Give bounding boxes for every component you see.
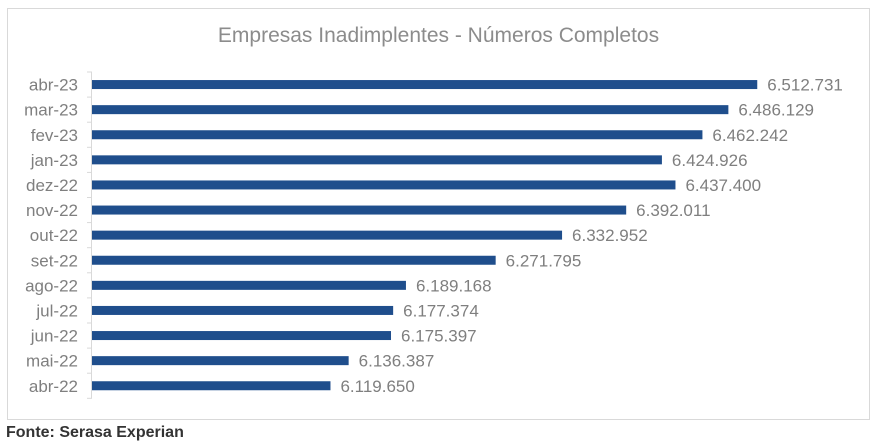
data-label: 6.119.650 <box>340 377 414 396</box>
bar <box>92 105 729 115</box>
data-label: 6.175.397 <box>401 327 477 346</box>
category-label: abr-23 <box>29 76 78 95</box>
data-label: 6.392.011 <box>636 201 710 220</box>
category-label: jun-22 <box>30 327 78 346</box>
bar <box>92 280 406 290</box>
bar <box>92 305 394 315</box>
bar <box>92 331 392 341</box>
chart-title: Empresas Inadimplentes - Números Complet… <box>217 24 660 47</box>
data-label: 6.486.129 <box>738 101 814 120</box>
data-label: 6.189.168 <box>416 276 492 295</box>
category-label: jan-23 <box>30 151 78 170</box>
data-label: 6.332.952 <box>572 226 648 245</box>
bar <box>92 155 662 165</box>
bar <box>92 255 496 265</box>
bar <box>92 205 627 215</box>
category-label: nov-22 <box>26 201 78 220</box>
bar <box>92 130 703 140</box>
category-label: mai-22 <box>26 352 78 371</box>
data-label: 6.437.400 <box>685 176 761 195</box>
bar <box>92 80 758 90</box>
bar <box>92 381 331 391</box>
category-label: dez-22 <box>26 176 78 195</box>
category-label: fev-23 <box>31 126 78 145</box>
bar <box>92 356 349 366</box>
source-note: Fonte: Serasa Experian <box>6 424 184 441</box>
data-label: 6.462.242 <box>712 126 788 145</box>
category-label: jul-22 <box>35 301 78 320</box>
category-label: set-22 <box>31 251 78 270</box>
data-label: 6.136.387 <box>359 352 435 371</box>
category-label: out-22 <box>30 226 78 245</box>
category-label: abr-22 <box>29 377 78 396</box>
category-label: ago-22 <box>25 276 78 295</box>
bar <box>92 180 676 190</box>
data-label: 6.271.795 <box>506 251 582 270</box>
chart-frame <box>7 8 870 420</box>
bar <box>92 230 563 240</box>
data-label: 6.424.926 <box>672 151 748 170</box>
category-label: mar-23 <box>24 101 78 120</box>
data-label: 6.512.731 <box>767 76 843 95</box>
data-label: 6.177.374 <box>403 301 479 320</box>
